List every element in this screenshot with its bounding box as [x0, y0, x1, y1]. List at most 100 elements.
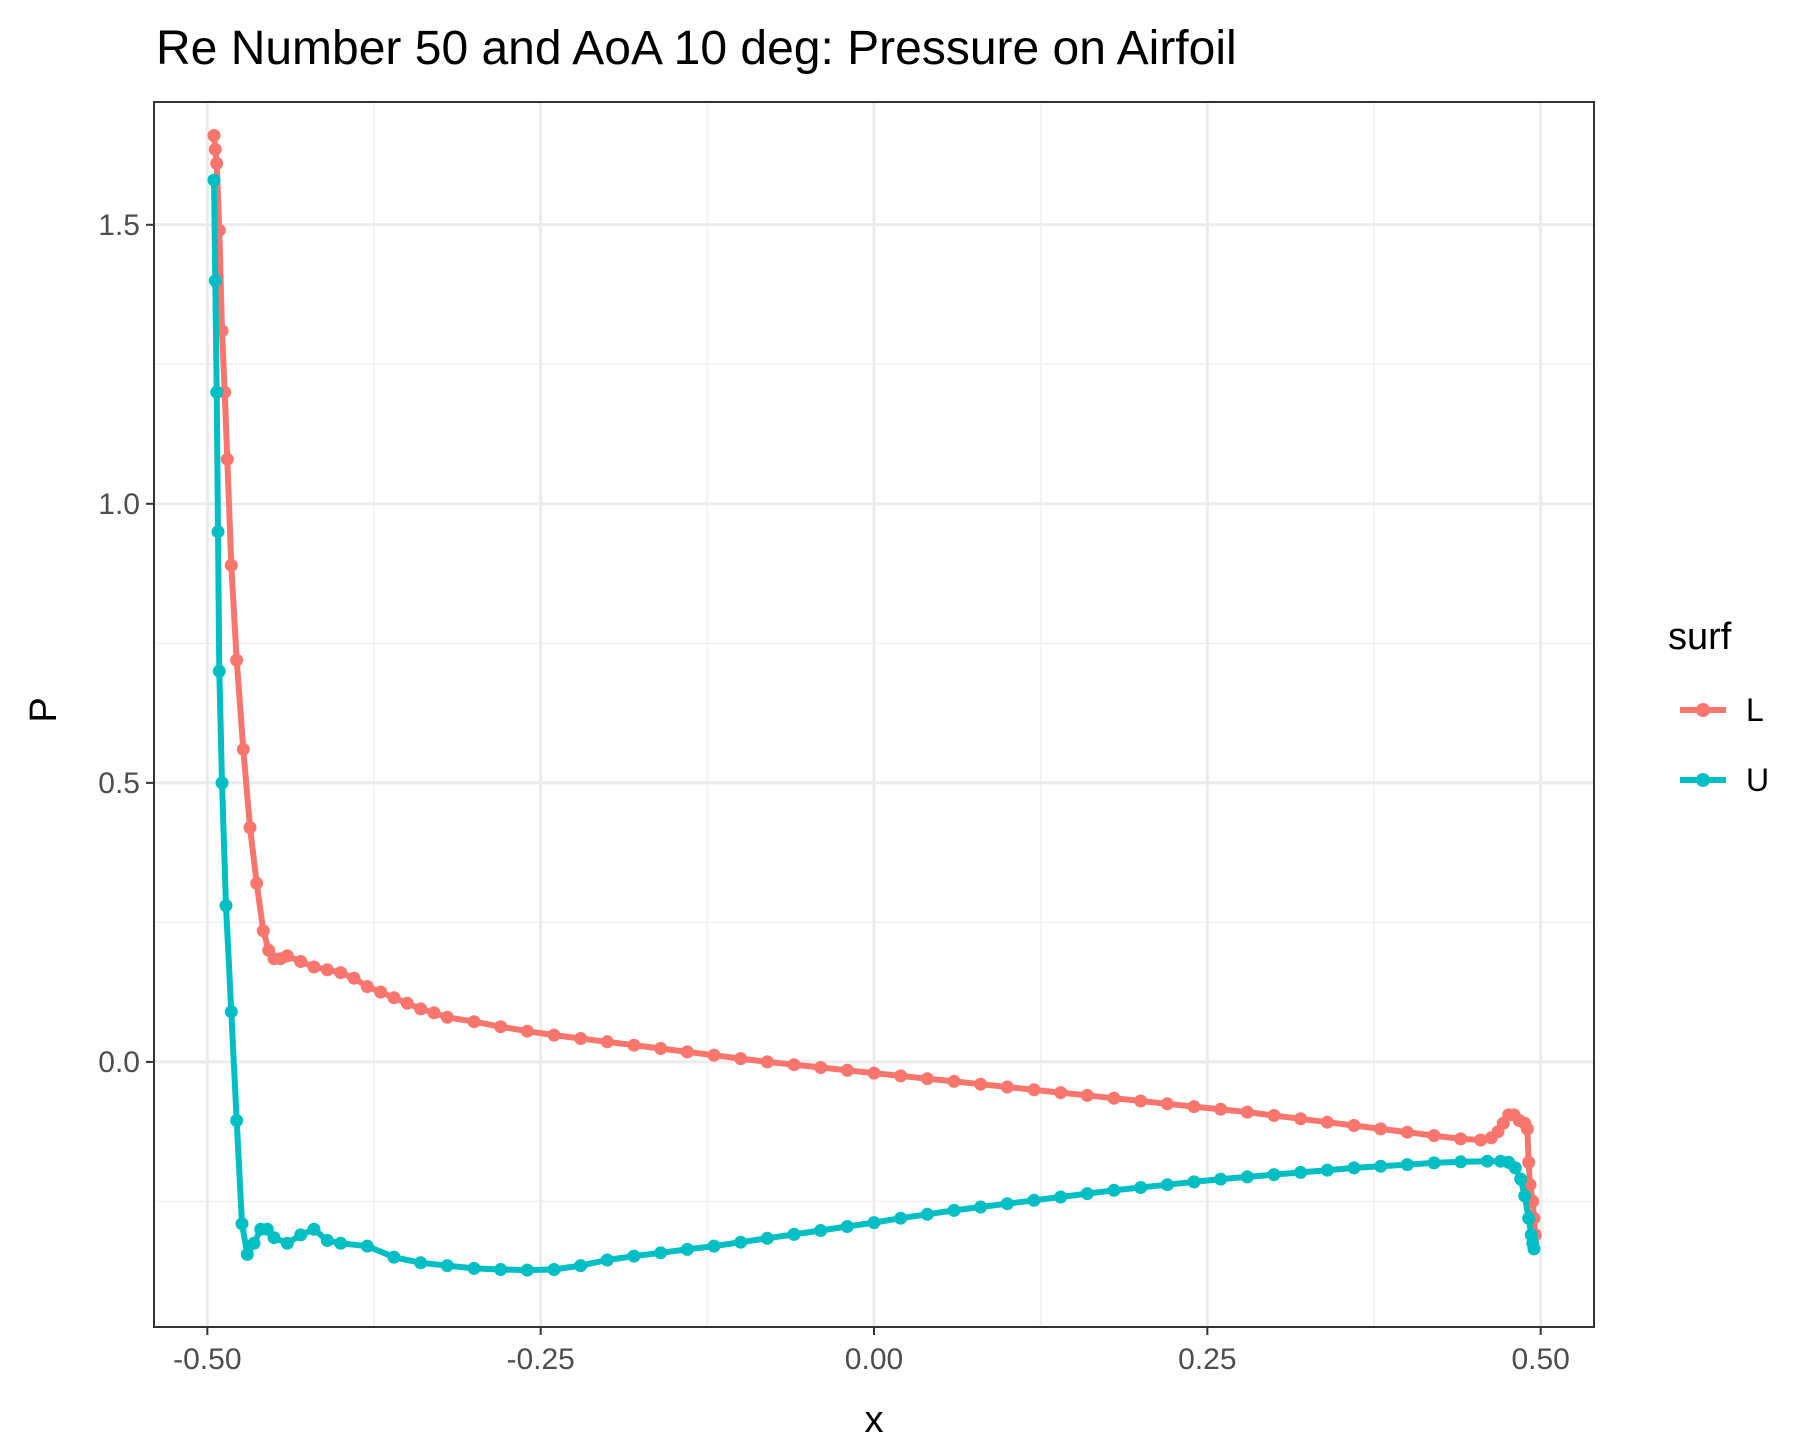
data-point-U: [1267, 1168, 1281, 1182]
data-point-L: [867, 1066, 881, 1080]
data-point-L: [1000, 1080, 1014, 1094]
data-point-L: [387, 991, 401, 1005]
data-point-U: [235, 1217, 249, 1231]
data-point-L: [427, 1006, 441, 1020]
data-point-L: [840, 1063, 854, 1077]
data-point-L: [414, 1002, 428, 1016]
x-tick-label: 0.25: [1178, 1343, 1236, 1376]
data-point-L: [1427, 1129, 1441, 1143]
data-point-U: [1134, 1181, 1148, 1194]
data-point-L: [1320, 1115, 1334, 1129]
data-point-U: [760, 1231, 774, 1245]
data-point-L: [1054, 1086, 1068, 1100]
x-tick-label: -0.25: [506, 1343, 574, 1376]
data-point-L: [440, 1010, 454, 1024]
data-point-L: [1267, 1109, 1281, 1122]
data-point-L: [360, 980, 374, 994]
data-point-L: [627, 1038, 641, 1052]
data-point-U: [1214, 1172, 1228, 1186]
y-tick-label: 1.0: [98, 488, 140, 521]
data-point-L: [1454, 1132, 1468, 1146]
legend-label: U: [1746, 762, 1769, 798]
data-point-U: [894, 1211, 908, 1225]
data-point-L: [1374, 1122, 1388, 1136]
data-point-L: [1522, 1155, 1536, 1169]
data-point-U: [1160, 1178, 1174, 1192]
series-L: [207, 129, 1542, 1242]
legend-key-point: [1696, 703, 1710, 717]
legend-label: L: [1746, 692, 1764, 728]
data-point-U: [1054, 1190, 1068, 1204]
data-point-U: [440, 1259, 454, 1273]
data-point-U: [414, 1256, 428, 1270]
data-point-U: [1508, 1161, 1522, 1175]
data-point-L: [894, 1069, 908, 1083]
data-point-U: [247, 1236, 261, 1250]
data-point-L: [814, 1061, 828, 1074]
data-point-L: [1187, 1100, 1201, 1114]
data-point-U: [1027, 1193, 1041, 1207]
data-point-L: [1160, 1097, 1174, 1111]
data-point-L: [467, 1015, 481, 1029]
data-point-U: [387, 1250, 401, 1264]
y-axis-title: P: [23, 697, 65, 722]
data-point-U: [224, 1005, 238, 1019]
y-tick-label: 0.0: [98, 1046, 140, 1079]
data-point-U: [294, 1228, 308, 1242]
data-point-L: [1347, 1119, 1361, 1132]
data-point-U: [574, 1259, 588, 1273]
data-point-U: [207, 173, 221, 187]
data-point-L: [347, 971, 361, 985]
data-point-U: [210, 385, 224, 399]
data-point-U: [1347, 1161, 1361, 1175]
data-point-L: [787, 1058, 801, 1072]
data-point-L: [1080, 1088, 1094, 1102]
x-tick-label: 0.00: [845, 1343, 903, 1376]
data-point-U: [1527, 1242, 1541, 1256]
data-point-L: [734, 1052, 748, 1066]
data-point-L: [707, 1048, 721, 1062]
data-point-U: [467, 1261, 481, 1275]
data-point-L: [1520, 1122, 1534, 1136]
x-tick-label: 0.50: [1511, 1343, 1569, 1376]
data-point-U: [1400, 1158, 1414, 1172]
data-point-L: [947, 1074, 961, 1088]
data-point-L: [220, 452, 234, 466]
data-point-U: [267, 1231, 281, 1245]
data-point-U: [814, 1224, 828, 1237]
data-point-U: [680, 1242, 694, 1256]
data-point-L: [224, 558, 238, 572]
legend-key-point: [1696, 773, 1710, 787]
data-point-U: [734, 1235, 748, 1249]
data-point-U: [600, 1253, 614, 1267]
data-point-U: [1000, 1197, 1014, 1211]
data-point-L: [1240, 1105, 1254, 1119]
data-point-U: [1427, 1156, 1441, 1170]
data-point-L: [1134, 1094, 1148, 1108]
data-point-L: [1474, 1133, 1488, 1147]
data-point-U: [947, 1203, 961, 1217]
legend-item-L: L: [1680, 692, 1764, 728]
data-point-U: [230, 1114, 244, 1127]
data-point-U: [240, 1247, 254, 1261]
data-point-U: [280, 1236, 294, 1250]
data-point-L: [974, 1077, 988, 1091]
data-point-L: [307, 960, 321, 974]
data-point-U: [1080, 1187, 1094, 1201]
series-U: [207, 173, 1541, 1277]
data-point-U: [208, 274, 222, 288]
chart-title: Re Number 50 and AoA 10 deg: Pressure on…: [156, 22, 1237, 75]
data-point-L: [280, 949, 294, 963]
y-tick-label: 0.5: [98, 767, 140, 800]
data-point-U: [520, 1263, 534, 1277]
data-point-U: [1480, 1154, 1494, 1168]
axis-layer: -0.50 -0.25 0.00 0.25 0.50 0.0 0.5 1.0 1.5: [98, 209, 1570, 1376]
data-point-U: [360, 1239, 374, 1253]
legend-items: LU: [1680, 692, 1769, 798]
data-point-U: [1518, 1189, 1532, 1203]
data-point-L: [920, 1072, 934, 1086]
data-point-L: [574, 1032, 588, 1045]
data-point-U: [787, 1227, 801, 1241]
